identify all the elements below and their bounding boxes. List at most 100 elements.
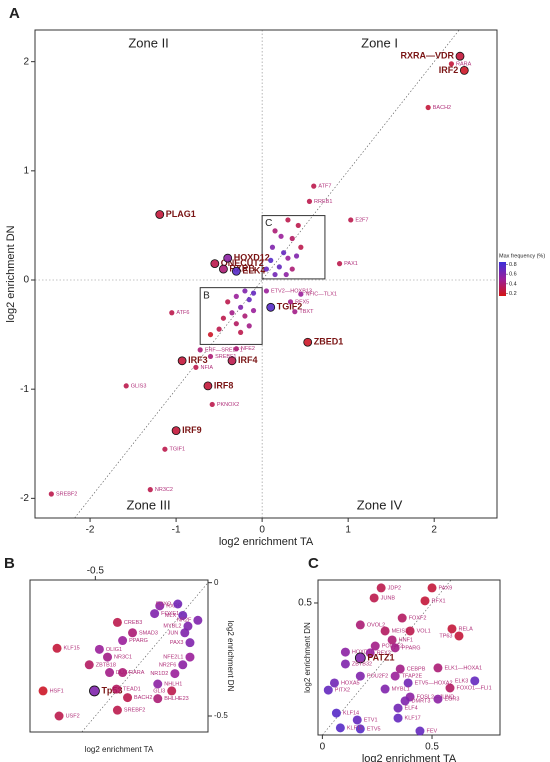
point	[393, 713, 403, 723]
point-label: HOXA5	[341, 680, 360, 686]
point	[287, 299, 294, 305]
x-tick-label: 0	[320, 742, 326, 753]
point	[340, 647, 350, 657]
point-label: E2F7	[355, 217, 368, 223]
point-label: ELF4	[405, 706, 418, 712]
point	[354, 652, 366, 664]
point	[233, 321, 239, 327]
point-label: RARA	[456, 61, 472, 67]
point	[293, 253, 300, 259]
point	[380, 684, 390, 694]
colorbar-tick-label: 0.2	[509, 291, 517, 297]
point-label: FOXF2	[409, 615, 427, 621]
point	[246, 297, 252, 303]
point-label: ETV5	[367, 726, 381, 732]
zone-label: Zone III	[127, 497, 171, 512]
point-label: MYBL1	[392, 687, 410, 693]
point	[355, 724, 365, 734]
point	[171, 426, 181, 436]
point-label: CREB3	[124, 620, 142, 626]
point-label: IRF2	[439, 65, 459, 75]
point-label: KLF17	[405, 716, 421, 722]
point-label: ZBED1	[314, 337, 344, 347]
y-tick-label: 0	[214, 578, 219, 587]
point-label: OVOL2	[367, 622, 385, 628]
x-tick-label: 0	[259, 525, 265, 536]
point-label: SREBF2	[56, 491, 77, 497]
point	[470, 676, 480, 686]
point	[278, 233, 284, 239]
zoom-box-label: B	[203, 290, 210, 301]
point	[405, 626, 415, 636]
point-label: POU2F2	[367, 674, 388, 680]
point	[303, 337, 313, 347]
point	[118, 668, 128, 678]
point	[162, 446, 168, 452]
colorbar-tick-label: 0.8	[509, 262, 517, 268]
point	[233, 293, 239, 299]
point	[170, 669, 180, 679]
point-label: IRF4	[238, 355, 258, 365]
point	[54, 711, 64, 721]
point	[185, 638, 195, 648]
point	[269, 244, 276, 250]
point	[52, 643, 62, 653]
point	[123, 383, 129, 389]
point-label: NR3C2	[155, 487, 173, 493]
point	[207, 331, 214, 338]
point	[103, 652, 113, 662]
point	[433, 694, 443, 704]
point-label: TEAD1	[123, 687, 141, 693]
point-label: IRF8	[214, 380, 234, 390]
point-label: SREBF2	[124, 708, 145, 714]
point	[395, 664, 405, 674]
colorbar-tick-label: 0.6	[509, 272, 517, 278]
point-label: RFX1	[432, 598, 446, 604]
point	[38, 686, 48, 696]
point	[427, 583, 437, 593]
zone-label: Zone IV	[357, 497, 403, 512]
point	[276, 264, 282, 270]
point	[285, 255, 291, 261]
point-label: ETV2—HOXB13	[271, 288, 312, 294]
point	[209, 401, 215, 408]
point-label: Tp53	[101, 685, 122, 695]
x-tick-label: -1	[172, 525, 181, 536]
point-label: IRF3	[188, 355, 208, 365]
colorbar-title: Max frequency (%)	[499, 253, 545, 259]
point-label: NFIC—TLX1	[305, 292, 336, 298]
point	[311, 183, 317, 189]
point-label: RFX5	[295, 299, 309, 305]
point	[173, 599, 183, 609]
point-label: KLF15	[347, 725, 363, 731]
point-label: TBXT	[299, 309, 314, 315]
point	[445, 683, 455, 693]
point-label: TP63	[439, 633, 452, 639]
point	[298, 244, 304, 250]
point	[229, 310, 235, 316]
point	[365, 648, 375, 658]
point-label: NR2F6	[159, 662, 176, 668]
point-label: SMAD3	[139, 630, 158, 636]
point-label: TGIF2	[277, 302, 303, 312]
point	[415, 726, 425, 736]
point	[94, 644, 104, 654]
point	[285, 217, 291, 223]
point	[352, 715, 362, 725]
point	[112, 705, 122, 715]
x-tick-label: 0.5	[425, 742, 439, 753]
point	[281, 250, 287, 256]
point-label: KLF15	[64, 646, 80, 652]
point	[380, 626, 390, 636]
point-label: HOXD10	[352, 650, 374, 656]
point-label: ZBTB18	[96, 662, 116, 668]
plot-frame	[34, 29, 498, 519]
point	[433, 663, 443, 673]
diagonal	[81, 582, 209, 733]
point-label: PAX9	[439, 585, 453, 591]
point	[425, 104, 431, 111]
point-label: HOXD12	[234, 253, 270, 263]
point	[295, 222, 301, 229]
point	[177, 356, 187, 366]
